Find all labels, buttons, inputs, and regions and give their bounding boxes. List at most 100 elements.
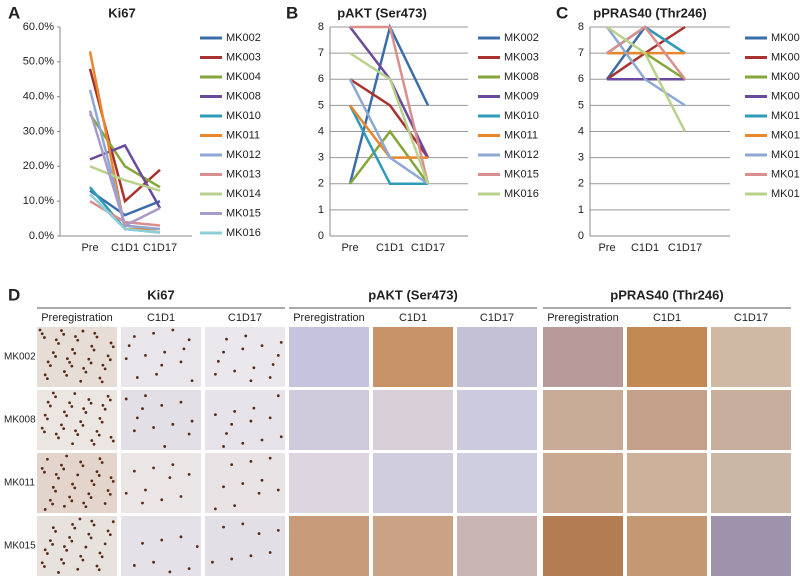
ihc-image [205,453,285,513]
y-tick-label: 0 [318,230,324,242]
stain-dot [43,413,47,417]
panel-label: D [8,285,20,304]
stain-dot [92,442,96,446]
legend-label: MK013 [226,168,261,180]
stain-dot [81,558,85,562]
stain-dot [62,467,66,471]
ihc-image [289,327,369,387]
chart-title: pAKT (Ser473) [337,5,427,20]
stain-dot [84,370,88,374]
stain-dot [135,416,139,420]
stain-dot [97,433,101,437]
stain-dot [87,357,91,361]
stain-dot [187,432,191,436]
ihc-image [457,453,537,513]
ihc-image [543,453,623,513]
y-tick-label: 0.0% [29,230,54,242]
legend-label: MK010 [504,110,539,122]
stain-dot [103,542,107,546]
stain-dot [190,379,194,383]
stain-dot [70,405,74,408]
stain-dot [57,571,60,574]
legend-label: MK015 [226,207,261,219]
stain-dot [241,347,245,351]
column-label: C1D17 [228,312,262,324]
stain-dot [43,565,46,568]
stain-dot [51,485,55,489]
stain-dot [260,438,264,442]
stain-dot [144,394,147,398]
column-label: Preregistration [547,312,619,324]
stain-dot [241,441,245,445]
ihc-image [711,453,791,513]
stain-dot [141,541,144,545]
stain-dot [230,557,234,561]
legend-label: MK008 [226,90,261,102]
series-line [605,26,686,107]
stain-dot [87,532,91,536]
ihc-image [711,516,791,576]
stain-dot [106,489,110,492]
stain-dot [152,331,156,335]
stain-dot [71,482,74,486]
stain-dot [95,429,99,433]
series-line [606,25,686,81]
stain-dot [276,488,280,492]
stain-dot [46,400,50,404]
stain-dot [46,417,49,421]
ihc-image [457,390,537,450]
stain-dot [46,360,50,364]
x-tick-label: C1D1 [111,242,139,254]
stain-dot [216,359,220,363]
stain-dot [65,357,69,361]
series-line [89,189,161,217]
stain-dot [65,548,69,552]
ihc-image [627,453,707,513]
stain-dot [63,545,66,548]
stain-dot [65,414,69,418]
stain-dot [81,424,85,427]
stain-dot [268,416,272,420]
x-tick-label: Pre [341,242,358,254]
stain-dot [171,422,175,426]
stain-dot [89,361,93,365]
stain-dot [46,377,49,380]
stain-dot [68,401,71,405]
stain-dot [111,345,115,349]
stain-dot [70,539,74,543]
stain-dot [98,376,102,380]
stain-dot [48,364,52,368]
stain-dot [65,454,69,458]
stain-dot [43,548,47,552]
stain-dot [279,435,283,439]
ihc-image [457,516,537,576]
stain-dot [222,485,225,489]
stain-dot [60,423,63,427]
x-tick-label: C1D1 [631,242,659,254]
stain-dot [195,545,199,548]
ihc-image [711,327,791,387]
stain-dot [171,463,175,467]
stain-dot [73,392,77,395]
ihc-image [37,390,117,450]
stain-dot [62,561,66,565]
stain-dot [71,523,74,526]
stain-dot [73,526,77,530]
y-tick-label: 40.0% [23,91,54,103]
stain-dot [43,470,46,474]
stain-dot [40,467,44,470]
stain-dot [73,351,77,355]
stain-dot [101,363,105,367]
stain-dot [168,476,172,479]
stain-dot [268,376,272,379]
stain-dot [111,479,115,483]
stain-dot [38,328,42,332]
x-tick-label: C1D1 [376,242,404,254]
stain-dot [211,560,214,564]
stain-dot [103,502,107,505]
stain-dot [108,533,112,537]
row-label: MK015 [4,541,36,552]
stain-dot [54,489,57,493]
ihc-image [373,453,453,513]
